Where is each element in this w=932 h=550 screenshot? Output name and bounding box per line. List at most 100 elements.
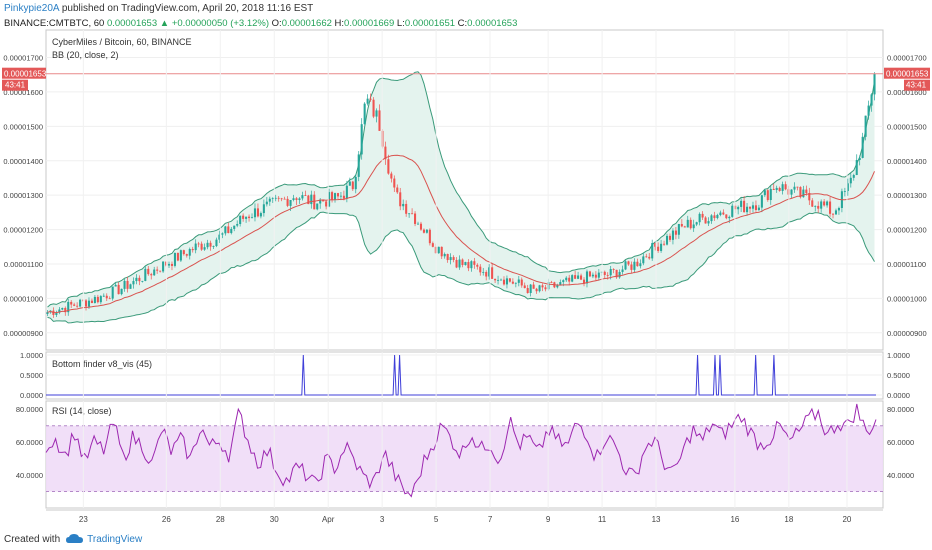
candle-body	[580, 275, 583, 280]
candle-body	[402, 203, 405, 207]
candle-body	[221, 233, 224, 235]
candle-body	[188, 249, 191, 256]
candle-body	[529, 284, 532, 293]
candle-body	[449, 257, 452, 261]
candle-body	[831, 213, 835, 215]
candle-body	[256, 208, 259, 217]
price-grid	[46, 57, 883, 334]
low-value: 0.00001651	[404, 18, 456, 29]
candle-body	[473, 261, 476, 265]
candle-body	[603, 271, 606, 275]
price-change: +0.00000050 (+3.12%)	[171, 18, 270, 29]
price-tick-label: 0.00001000	[887, 294, 927, 303]
candle-body	[304, 195, 307, 196]
candle-body	[864, 115, 867, 137]
candle-body	[627, 261, 630, 265]
candle-body	[393, 178, 396, 188]
candle-body	[808, 193, 811, 201]
candle-body	[743, 200, 746, 213]
candle-body	[766, 190, 769, 201]
finder-tick-label: 1.0000	[887, 351, 910, 360]
close-label: C:	[457, 18, 468, 29]
time-axis-label: 5	[434, 515, 439, 524]
price-badge-right: 0.00001653 43:41	[884, 67, 930, 91]
candle-body	[630, 264, 633, 270]
candle-body	[508, 278, 511, 282]
last-price: 0.00001653	[106, 18, 158, 29]
candle-body	[505, 278, 508, 285]
price-badge-left-text: 0.00001653	[4, 70, 47, 79]
candle-body	[265, 201, 268, 205]
candle-body	[754, 205, 757, 211]
rsi-tick-label: 80.0000	[887, 405, 914, 414]
candle-body	[292, 198, 295, 201]
candle-body	[663, 243, 666, 245]
candle-body	[129, 284, 132, 289]
candle-body	[215, 239, 218, 247]
candle-body	[760, 195, 763, 208]
candle-body	[725, 214, 728, 219]
candle-body	[757, 207, 760, 211]
candle-body	[416, 223, 420, 225]
candle-body	[692, 224, 695, 229]
bottom-finder-pane[interactable]: Bottom finder v8_vis (45) 0.0000 0.00000.…	[20, 351, 910, 400]
candle-body	[230, 228, 233, 234]
countdown-right-text: 43:41	[906, 81, 927, 90]
candle-body	[123, 280, 126, 289]
candle-body	[814, 205, 817, 207]
candle-body	[422, 229, 425, 233]
finder-axis: 0.0000 0.0000 0.5000 0.5000 1.0000 1.0000	[20, 351, 910, 400]
published-text: published on TradingView.com, April 20, …	[61, 3, 314, 14]
price-tick-label: 0.00001100	[887, 260, 926, 269]
candle-body	[156, 269, 159, 271]
candle-body	[224, 226, 227, 234]
candle-body	[333, 193, 337, 200]
rsi-pane[interactable]: RSI (14, close) 40.0000 60.0000 80.0000 40…	[16, 400, 914, 509]
candle-body	[461, 259, 464, 266]
candle-body	[565, 277, 568, 281]
candle-body	[695, 222, 698, 225]
price-tick-label: 0.00001700	[3, 54, 43, 63]
author-link[interactable]: Pinkypie20A	[4, 3, 60, 14]
candle-body	[446, 253, 449, 261]
candle-body	[138, 277, 141, 282]
candle-body	[348, 181, 351, 186]
bollinger-upper-band	[47, 71, 875, 308]
open-value: 0.00001662	[281, 18, 332, 29]
candle-body	[283, 198, 286, 200]
candle-body	[354, 176, 357, 190]
price-tick-label: 0.00001200	[887, 226, 927, 235]
rsi-tick-label: 40.0000	[16, 471, 43, 480]
candle-body	[855, 160, 858, 176]
candle-body	[577, 275, 580, 279]
candle-body	[707, 221, 710, 224]
candle-body	[411, 213, 414, 215]
time-axis-label: 30	[270, 515, 279, 524]
rsi-axis-right: 40.0000 60.0000 80.0000	[887, 405, 914, 480]
price-pane[interactable]: CyberMiles / Bitcoin, 60, BINANCE BB (20…	[2, 29, 930, 351]
candle-body	[665, 235, 669, 245]
candle-body	[772, 188, 775, 190]
time-axis-label: 20	[842, 515, 851, 524]
candle-body	[458, 259, 461, 268]
candle-body	[464, 262, 467, 266]
price-tick-label: 0.00000900	[887, 329, 927, 338]
candle-body	[126, 280, 129, 289]
candle-body	[419, 223, 423, 230]
candle-body	[541, 285, 544, 288]
candle-body	[414, 213, 417, 224]
candle-body	[153, 269, 156, 276]
time-axis-label: 9	[546, 515, 551, 524]
candle-body	[250, 217, 254, 219]
candle-body	[612, 269, 615, 270]
candle-body	[289, 200, 292, 206]
candle-body	[668, 235, 672, 240]
rsi-tick-label: 80.0000	[16, 405, 43, 414]
finder-tick-label: 0.5000	[887, 371, 910, 380]
candle-body	[239, 215, 242, 225]
time-axis[interactable]: 23 26 28 30 Apr 3 5 7 9 11 13 16 18 20	[46, 30, 883, 524]
tradingview-logo[interactable]: TradingView	[66, 534, 142, 545]
up-triangle-icon: ▲	[159, 18, 170, 29]
candle-body	[805, 189, 808, 194]
